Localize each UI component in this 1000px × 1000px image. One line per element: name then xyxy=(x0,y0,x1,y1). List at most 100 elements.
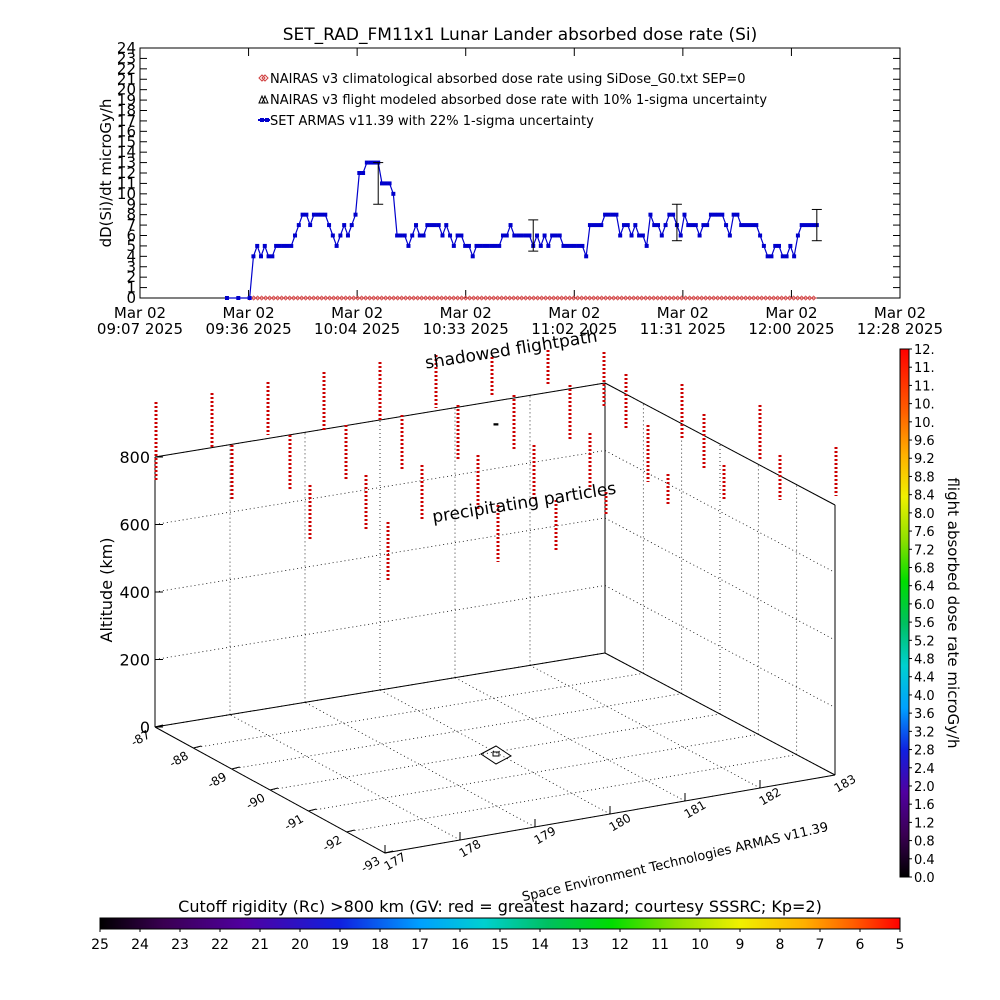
nairas-climatological-point xyxy=(395,295,401,301)
armas-data-point xyxy=(629,233,634,238)
armas-data-point xyxy=(701,223,706,228)
colorbar-right-tick-label: 4.0 xyxy=(914,689,935,704)
colorbar-bottom-tick-label: 20 xyxy=(291,937,309,953)
armas-data-point xyxy=(750,223,755,228)
y-tick-label: 16 xyxy=(117,122,136,140)
armas-data-point xyxy=(780,254,785,259)
armas-data-point xyxy=(466,243,471,248)
wall-grid-line xyxy=(154,450,606,525)
armas-data-point xyxy=(406,243,411,248)
armas-data-point xyxy=(769,254,774,259)
nairas-climatological-point xyxy=(695,295,701,301)
armas-data-point xyxy=(274,243,279,248)
floor-grid-line xyxy=(308,733,759,812)
nairas-climatological-point xyxy=(743,295,749,301)
nairas-climatological-point xyxy=(351,295,357,301)
armas-data-point xyxy=(342,223,347,228)
armas-data-point xyxy=(482,243,487,248)
armas-data-point xyxy=(784,254,789,259)
colorbar-right-tick-label: 6.8 xyxy=(914,561,935,576)
dose-rate-time-series: 0123456789101112131415161718192021222324… xyxy=(97,39,943,338)
colorbar-bottom-tick-label: 8 xyxy=(776,937,785,953)
armas-data-point xyxy=(281,243,286,248)
y-tick-label: 22 xyxy=(117,60,136,78)
dose-rate-colorbar: 0.0 0.4 0.8 1.2 1.6 2.0 2.4 2.8 3.2 3.6 4.0 4.4 4.8 5… xyxy=(899,343,962,886)
x-tick-date: Mar 02 xyxy=(222,304,274,322)
armas-data-point xyxy=(334,243,339,248)
y-tick-label: 2 xyxy=(126,268,136,286)
colorbar-right-tick-label: 8.0 xyxy=(914,507,935,522)
armas-data-point xyxy=(610,212,615,217)
colorbar-bottom-tick-label: 19 xyxy=(331,937,349,953)
colorbar-right-label: flight absorbed dose rate microGy/h xyxy=(944,477,962,748)
armas-data-point xyxy=(727,233,732,238)
nairas-climatological-point xyxy=(679,295,685,301)
armas-data-point xyxy=(557,233,562,238)
y-tick-label: 19 xyxy=(117,91,136,109)
armas-data-point xyxy=(311,212,316,217)
nairas-climatological-point xyxy=(375,295,381,301)
x-tick-time: 12:00 2025 xyxy=(748,320,834,338)
nairas-climatological-point xyxy=(703,295,709,301)
colorbar-bottom-tick-label: 21 xyxy=(251,937,269,953)
armas-data-point xyxy=(361,171,366,175)
colorbar-right-tick-label: 6.0 xyxy=(914,598,935,613)
colorbar-right-tick-label: 5.2 xyxy=(914,634,935,649)
nairas-climatological-point xyxy=(483,295,489,301)
nairas-climatological-point xyxy=(271,295,277,301)
x-tick-date: Mar 02 xyxy=(548,304,600,322)
y-tick-label: 3 xyxy=(126,258,136,276)
colorbar-right-tick-label: 4.4 xyxy=(914,671,935,686)
colorbar-right-tick-label: 9.6 xyxy=(914,434,935,449)
nairas-climatological-point xyxy=(631,295,637,301)
nairas-climatological-point xyxy=(327,295,333,301)
colorbar-right-tick-label: 4.8 xyxy=(914,653,935,668)
y-tick-label: 6 xyxy=(126,227,136,245)
x-tick-date: Mar 02 xyxy=(331,304,383,322)
nairas-climatological-point xyxy=(359,295,365,301)
nairas-climatological-point xyxy=(591,295,597,301)
nairas-climatological-point xyxy=(279,295,285,301)
armas-data-point xyxy=(799,223,804,228)
colorbar-right-tick-label: 10. xyxy=(914,416,935,431)
nairas-climatological-point xyxy=(387,295,393,301)
y-tick-label: 7 xyxy=(126,216,136,234)
nairas-climatological-point xyxy=(343,295,349,301)
nairas-climatological-point xyxy=(779,295,785,301)
armas-data-point xyxy=(682,212,687,217)
nairas-climatological-point xyxy=(683,295,689,301)
armas-data-point xyxy=(323,212,328,217)
armas-data-point xyxy=(410,233,415,238)
nairas-climatological-point xyxy=(707,295,713,301)
nairas-climatological-point xyxy=(439,295,445,301)
x-tick-date: Mar 02 xyxy=(114,304,166,322)
armas-data-point xyxy=(561,243,566,248)
x-tick-date: Mar 02 xyxy=(874,304,926,322)
y-tick-label: 11 xyxy=(117,174,136,192)
y-tick-label: 9 xyxy=(126,195,136,213)
armas-data-point xyxy=(497,243,502,248)
nairas-climatological-point xyxy=(663,295,669,301)
armas-data-point xyxy=(338,233,343,238)
nairas-climatological-point xyxy=(675,295,681,301)
y-tick-label: 4 xyxy=(126,247,136,265)
nairas-climatological-point xyxy=(363,295,369,301)
nairas-climatological-point xyxy=(575,295,581,301)
nairas-climatological-point xyxy=(735,295,741,301)
armas-data-point xyxy=(595,223,600,228)
armas-data-point xyxy=(459,233,464,238)
armas-data-point xyxy=(304,212,309,217)
armas-data-point xyxy=(606,212,611,217)
armas-data-point xyxy=(667,212,672,217)
y-tick-label: 17 xyxy=(117,112,136,130)
armas-data-point xyxy=(690,223,695,228)
armas-data-point xyxy=(584,254,589,259)
nairas-climatological-point xyxy=(499,295,505,301)
armas-data-point xyxy=(289,243,294,248)
cutoff-rigidity-colorbar: Cutoff rigidity (Rc) >800 km (GV: red = … xyxy=(91,897,904,953)
armas-data-point xyxy=(792,254,797,259)
armas-data-point xyxy=(349,223,354,228)
chart-title: SET_RAD_FM11x1 Lunar Lander absorbed dos… xyxy=(283,25,757,45)
armas-data-point xyxy=(353,212,358,217)
armas-data-point xyxy=(788,243,793,248)
